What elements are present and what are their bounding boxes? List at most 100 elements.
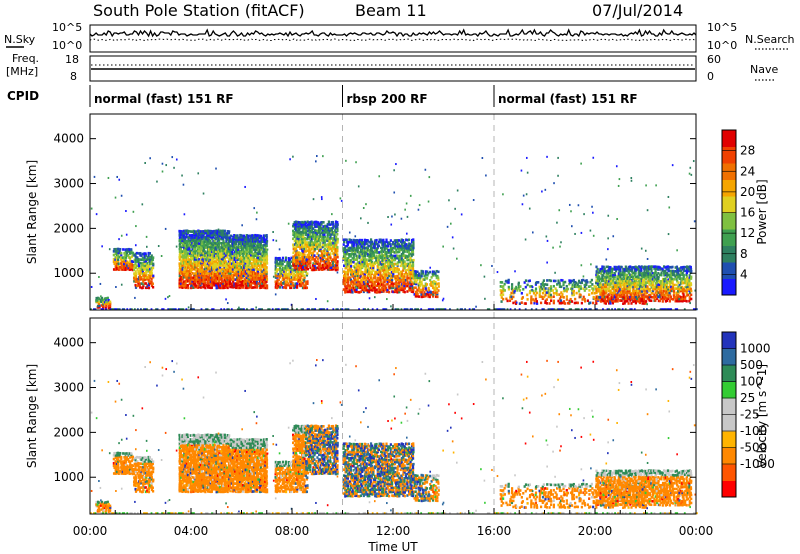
power-cell (191, 282, 194, 285)
power-cell (628, 269, 632, 273)
power-cell (595, 281, 598, 285)
power-cell (633, 266, 636, 269)
power-cell (394, 244, 398, 248)
power-cell (286, 280, 289, 284)
power-cell (310, 220, 313, 224)
power-cell (362, 260, 365, 264)
power-cell (178, 231, 181, 235)
power-cell (247, 234, 250, 238)
power-cell (398, 278, 401, 282)
power-cell (640, 297, 643, 301)
power-cell (148, 280, 152, 283)
power-cell (205, 266, 208, 269)
power-cell (390, 264, 394, 267)
power-cell (434, 289, 437, 292)
nsky-tick-bottom: 10^0 (52, 39, 82, 52)
power-cell (216, 232, 219, 235)
power-cell (185, 262, 188, 266)
power-cell (381, 259, 384, 262)
power-cell (281, 270, 285, 273)
power-cell (223, 273, 227, 277)
power-cell (298, 233, 301, 237)
power-cell (657, 265, 660, 269)
power-cell (236, 260, 239, 263)
power-cell (197, 251, 200, 255)
power-cell (602, 299, 605, 303)
power-cell (331, 245, 335, 249)
power-cell (283, 282, 286, 286)
power-cell (274, 286, 277, 289)
power-cell (192, 233, 195, 237)
power-cell (310, 239, 313, 243)
power-cell (250, 265, 253, 269)
power-cell (219, 241, 222, 245)
power-cell (212, 283, 215, 287)
power-cell (183, 240, 186, 243)
power-cell (634, 277, 637, 281)
power-cell (219, 253, 222, 257)
power-cell (290, 272, 293, 276)
power-cell (395, 256, 398, 260)
power-cell (118, 265, 122, 269)
power-cell (430, 276, 433, 279)
power-cell (580, 301, 583, 305)
power-cell (139, 253, 142, 257)
power-cell (294, 282, 297, 286)
power-cell (371, 249, 374, 252)
power-cell (199, 282, 202, 285)
power-cell (400, 238, 403, 242)
power-cell (348, 246, 351, 250)
power-cell (178, 284, 181, 288)
power-cell (413, 272, 416, 276)
power-cell (197, 279, 200, 283)
power-cell (352, 265, 355, 268)
power-cell (233, 236, 236, 240)
power-cell (191, 244, 194, 247)
power-cell (220, 248, 223, 251)
power-cell (230, 240, 233, 244)
power-cell (150, 256, 154, 260)
power-cell (205, 231, 208, 235)
power-cell (243, 270, 246, 273)
power-cell (356, 249, 359, 252)
beam-label: Beam 11 (355, 1, 427, 20)
power-cell (322, 221, 325, 224)
power-cell (185, 278, 188, 282)
power-cell (359, 242, 363, 246)
power-cell (208, 249, 211, 253)
power-cell (407, 276, 410, 280)
power-cell (310, 230, 313, 234)
power-cell (206, 267, 210, 271)
power-cell (237, 264, 241, 268)
power-cell (181, 261, 184, 265)
power-cell (206, 229, 210, 233)
power-cell (359, 264, 362, 268)
power-cell (200, 263, 204, 267)
power-cell (224, 255, 228, 259)
power-cell (226, 243, 229, 247)
power-cell (258, 286, 262, 290)
power-cell (385, 258, 388, 262)
noise-panel-frame (89, 24, 697, 53)
power-cell (638, 271, 641, 274)
power-cell (389, 239, 392, 242)
power-cell (336, 263, 339, 267)
power-cell (392, 262, 395, 266)
power-cell (351, 242, 354, 246)
power-cell (382, 238, 385, 242)
power-cell (648, 295, 652, 299)
power-cell (536, 302, 539, 305)
power-cell (330, 263, 333, 267)
power-cell (256, 248, 259, 251)
power-cell (222, 252, 225, 256)
power-cell (350, 241, 353, 244)
power-cell (188, 241, 191, 245)
power-cell (507, 281, 510, 284)
power-cell (552, 301, 555, 305)
power-cell (214, 248, 217, 251)
power-cell (403, 241, 406, 244)
power-cell (354, 278, 357, 281)
power-cell (639, 273, 642, 277)
power-cell (322, 235, 325, 238)
power-cell (398, 250, 401, 254)
